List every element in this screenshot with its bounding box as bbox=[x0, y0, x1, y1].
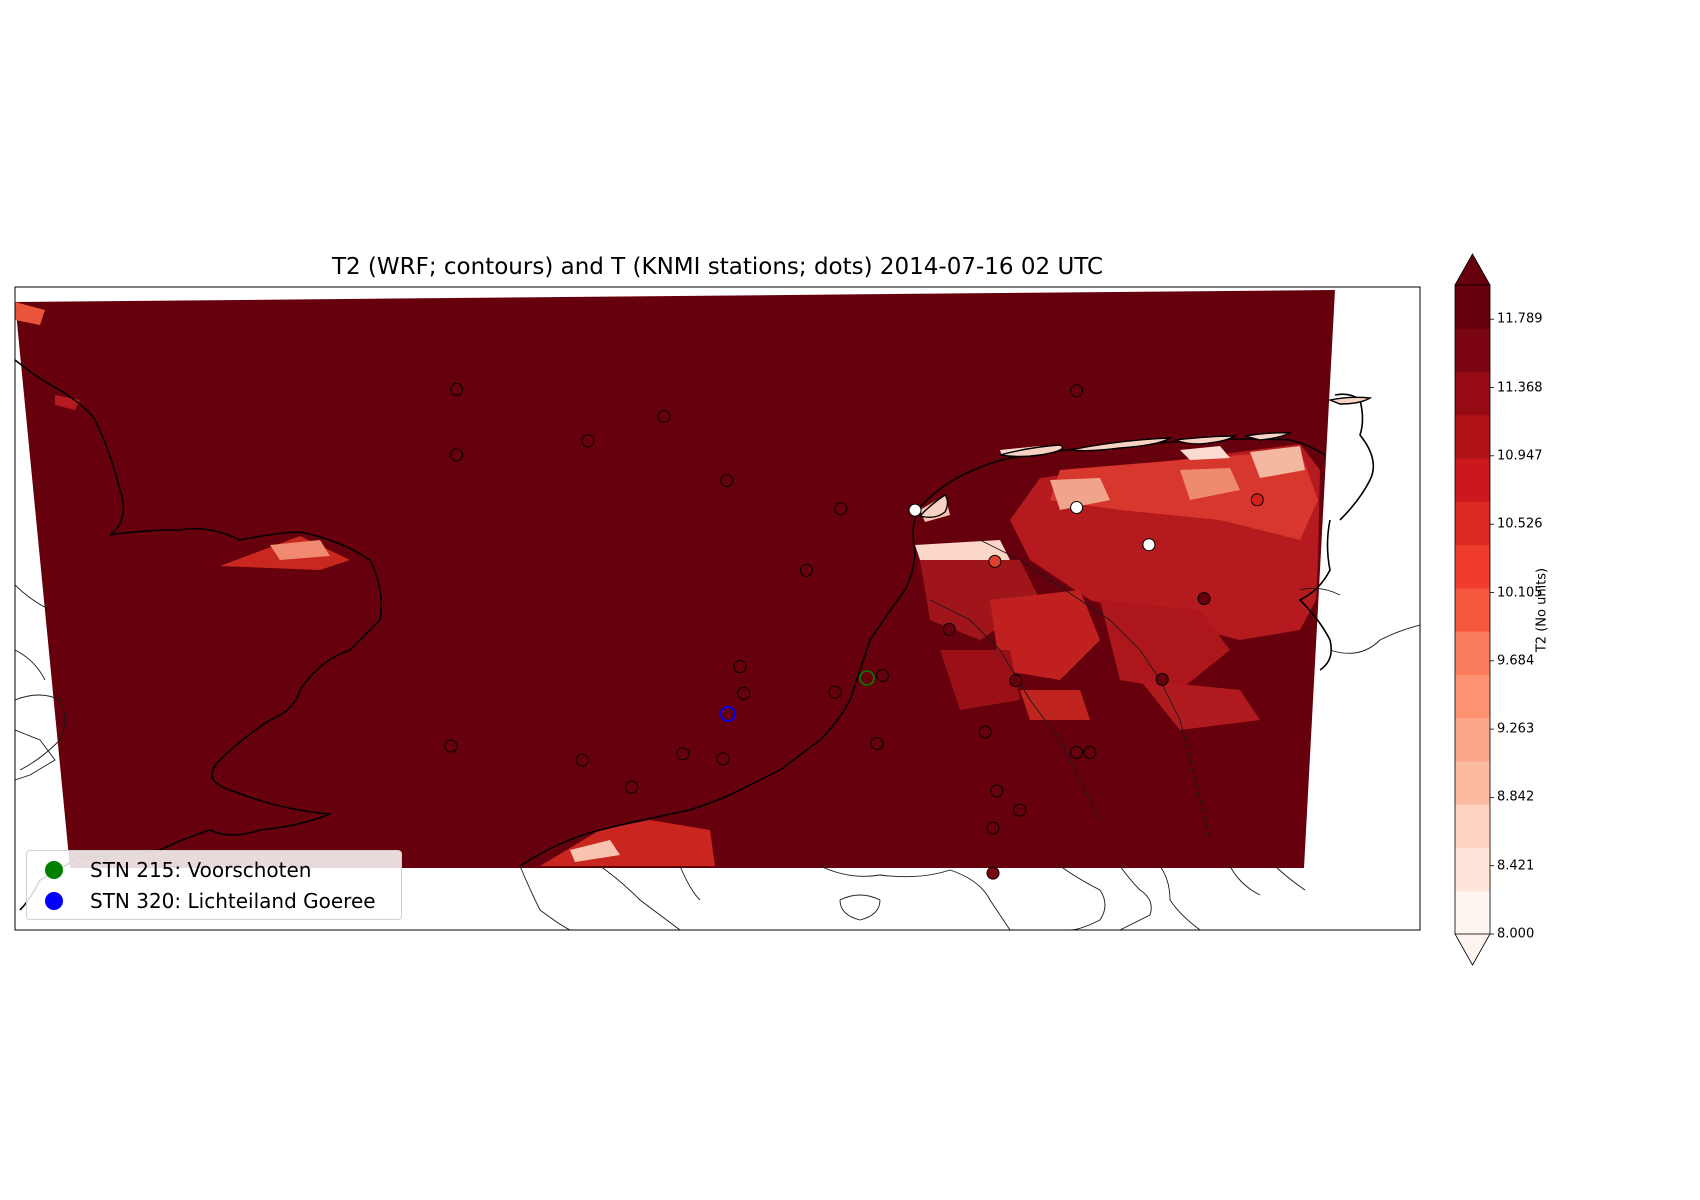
station-marker[interactable] bbox=[800, 563, 813, 577]
colorbar-tick-label: 10.105 bbox=[1497, 585, 1543, 600]
station-marker[interactable] bbox=[908, 503, 922, 517]
station-marker[interactable] bbox=[676, 747, 690, 761]
legend-entry-voorschoten: STN 215: Voorschoten bbox=[45, 857, 311, 883]
station-marker[interactable] bbox=[870, 737, 884, 750]
colorbar-band bbox=[1455, 285, 1490, 329]
station-marker[interactable] bbox=[986, 866, 1000, 880]
borders bbox=[15, 539, 1420, 930]
colorbar-extend-min bbox=[1454, 933, 1491, 966]
colorbar-band bbox=[1455, 414, 1490, 459]
land-temperature-patches bbox=[15, 302, 1320, 866]
colorbar-band bbox=[1455, 631, 1490, 675]
colorbar-tick-label: 9.684 bbox=[1497, 653, 1535, 669]
station-marker[interactable] bbox=[1142, 538, 1156, 552]
station-marker[interactable] bbox=[625, 780, 639, 794]
colorbar-band bbox=[1455, 760, 1490, 805]
colorbar-band bbox=[1455, 890, 1490, 935]
station-marker[interactable] bbox=[978, 725, 992, 739]
station-marker[interactable] bbox=[834, 502, 848, 516]
station-marker[interactable] bbox=[733, 660, 747, 674]
station-marker[interactable] bbox=[1250, 493, 1264, 507]
colorbar-band bbox=[1455, 501, 1490, 546]
colorbar-band bbox=[1455, 847, 1490, 892]
legend-marker-green bbox=[45, 861, 63, 879]
station-marker[interactable] bbox=[737, 687, 751, 700]
colorbar-tick-label: 8.421 bbox=[1497, 858, 1535, 874]
station-marker[interactable] bbox=[1070, 746, 1084, 759]
station-marker[interactable] bbox=[1083, 746, 1097, 759]
colorbar-tick-label: 9.263 bbox=[1497, 721, 1535, 737]
wadden-islands bbox=[918, 396, 1373, 519]
colorbar-tick-label: 11.789 bbox=[1497, 311, 1543, 327]
colorbar-tick-label: 8.842 bbox=[1497, 789, 1535, 805]
colorbar-band bbox=[1455, 674, 1490, 719]
station-marker[interactable] bbox=[1070, 384, 1084, 398]
colorbar-frame bbox=[1454, 284, 1491, 935]
colorbar-tick-label: 10.526 bbox=[1497, 516, 1543, 532]
station-marker[interactable] bbox=[1070, 501, 1084, 514]
wrf-domain-field bbox=[15, 290, 1335, 868]
colorbar-tick-label: 8.000 bbox=[1497, 926, 1535, 942]
station-marker[interactable] bbox=[444, 739, 458, 753]
colorbar-band bbox=[1455, 587, 1490, 632]
station-marker[interactable] bbox=[1155, 672, 1169, 686]
station-marker[interactable] bbox=[988, 554, 1002, 568]
station-320-lichteiland-goeree-marker[interactable] bbox=[720, 706, 736, 722]
map-frame bbox=[14, 286, 1421, 931]
colorbar-tick-label: 10.947 bbox=[1497, 448, 1543, 464]
legend-label-lichteiland-goeree: STN 320: Lichteiland Goeree bbox=[90, 889, 376, 913]
legend-label-voorschoten: STN 215: Voorschoten bbox=[90, 858, 312, 882]
station-marker[interactable] bbox=[1009, 674, 1023, 688]
colorbar-band bbox=[1455, 717, 1490, 762]
station-marker[interactable] bbox=[828, 685, 842, 699]
colorbar-extend-max bbox=[1454, 253, 1491, 286]
map-title: T2 (WRF; contours) and T (KNMI stations;… bbox=[331, 254, 1104, 280]
station-marker[interactable] bbox=[1197, 592, 1211, 606]
colorbar-band bbox=[1455, 328, 1490, 373]
station-215-voorschoten-marker[interactable] bbox=[859, 670, 875, 686]
station-marker[interactable] bbox=[876, 669, 890, 682]
station-marker[interactable] bbox=[720, 474, 734, 488]
station-marker[interactable] bbox=[450, 448, 464, 462]
colorbar bbox=[1454, 253, 1494, 966]
legend-entry-lichteiland-goeree: STN 320: Lichteiland Goeree bbox=[45, 888, 376, 914]
station-marker[interactable] bbox=[450, 383, 464, 396]
station-marker[interactable] bbox=[657, 410, 671, 423]
station-marker[interactable] bbox=[575, 753, 589, 767]
station-marker[interactable] bbox=[990, 784, 1004, 798]
station-marker[interactable] bbox=[1013, 803, 1027, 817]
colorbar-label: T2 (No units) bbox=[1534, 567, 1550, 653]
legend-marker-blue bbox=[45, 892, 63, 910]
colorbar-band bbox=[1455, 458, 1490, 502]
station-marker[interactable] bbox=[716, 752, 730, 766]
colorbar-band bbox=[1455, 371, 1490, 416]
colorbar-band bbox=[1455, 804, 1490, 848]
legend: STN 215: Voorschoten STN 320: Lichteilan… bbox=[26, 850, 402, 920]
colorbar-band bbox=[1455, 544, 1490, 589]
colorbar-tick-label: 11.368 bbox=[1497, 380, 1543, 395]
station-markers bbox=[444, 383, 1264, 880]
station-marker[interactable] bbox=[942, 622, 956, 636]
station-marker[interactable] bbox=[581, 434, 595, 448]
station-marker[interactable] bbox=[986, 821, 1000, 835]
